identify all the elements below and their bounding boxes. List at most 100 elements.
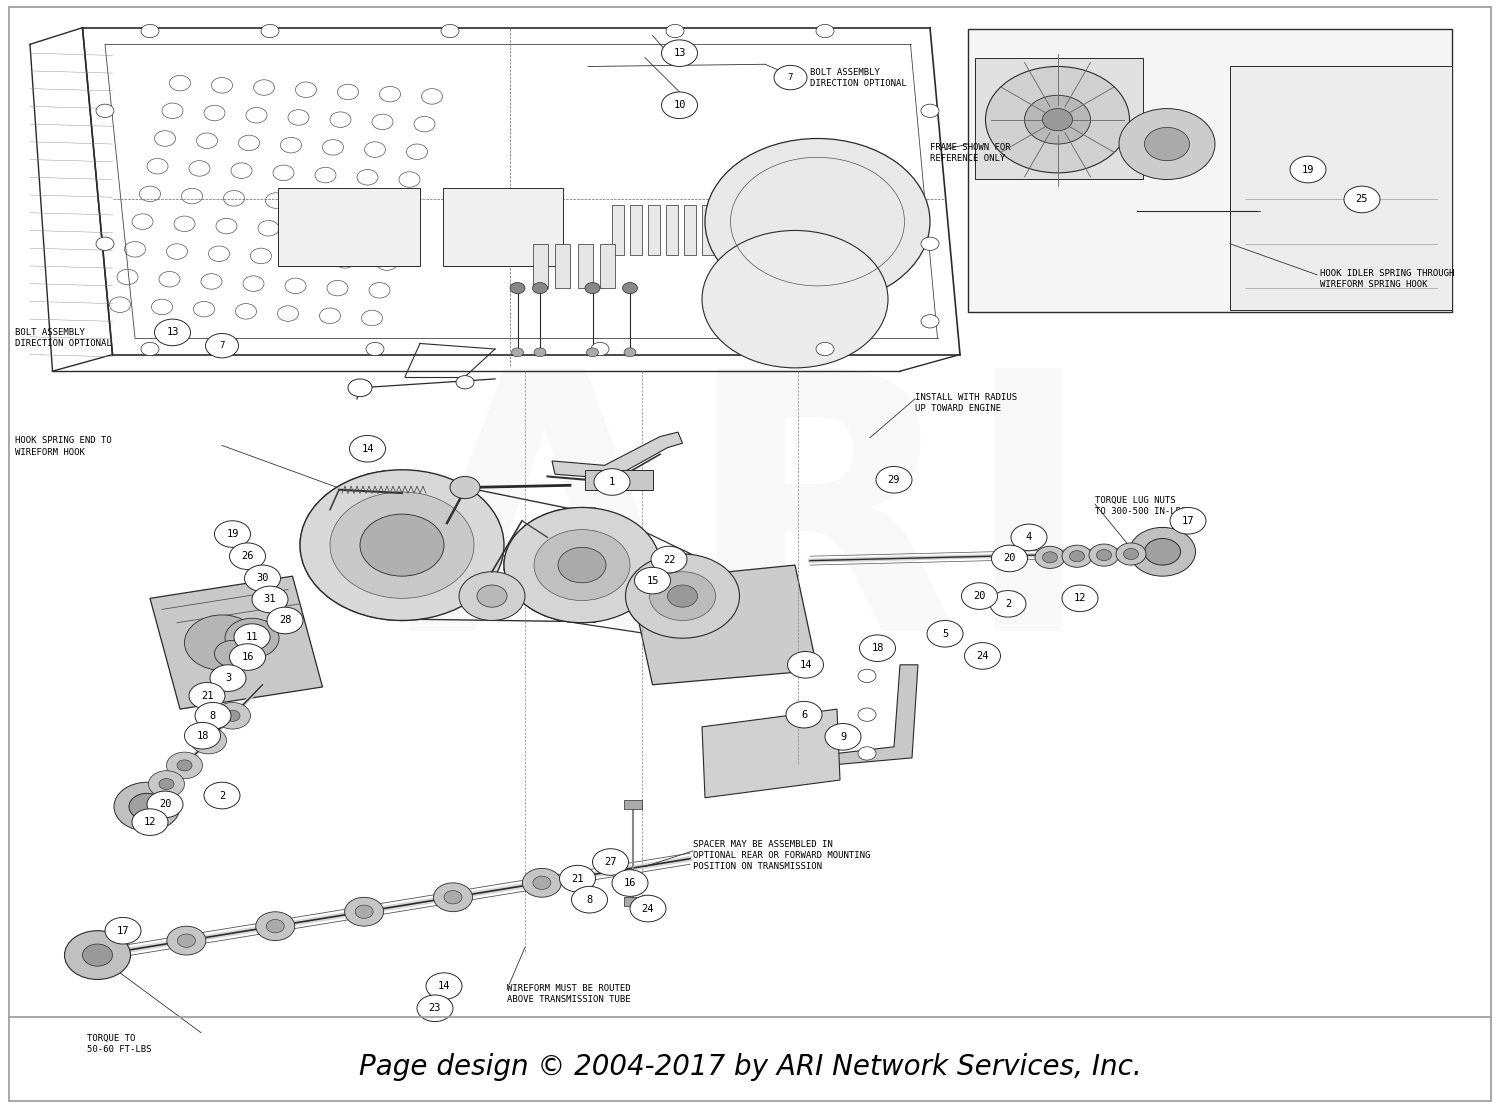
- Circle shape: [666, 24, 684, 38]
- Bar: [624, 897, 642, 906]
- Text: 31: 31: [264, 594, 276, 605]
- Polygon shape: [630, 565, 818, 685]
- Circle shape: [477, 585, 507, 607]
- Circle shape: [1070, 551, 1084, 562]
- Text: 2: 2: [219, 790, 225, 801]
- Circle shape: [592, 849, 628, 875]
- Circle shape: [1124, 548, 1138, 560]
- Text: 10: 10: [674, 100, 686, 111]
- Circle shape: [189, 683, 225, 709]
- Circle shape: [195, 702, 231, 729]
- Text: 11: 11: [246, 632, 258, 643]
- Circle shape: [774, 65, 807, 90]
- Circle shape: [214, 521, 250, 547]
- Circle shape: [147, 791, 183, 818]
- Circle shape: [927, 620, 963, 647]
- Polygon shape: [837, 665, 918, 765]
- Text: 21: 21: [201, 690, 213, 701]
- Circle shape: [626, 554, 740, 638]
- Bar: [600, 244, 615, 288]
- Text: 7: 7: [219, 341, 225, 350]
- Circle shape: [572, 886, 608, 913]
- Circle shape: [585, 283, 600, 294]
- Text: 19: 19: [226, 529, 238, 540]
- Text: 25: 25: [1356, 194, 1368, 205]
- Circle shape: [1062, 545, 1092, 567]
- Text: WIREFORM MUST BE ROUTED
ABOVE TRANSMISSION TUBE: WIREFORM MUST BE ROUTED ABOVE TRANSMISSI…: [507, 984, 630, 1004]
- Circle shape: [210, 665, 246, 691]
- Circle shape: [1042, 552, 1058, 563]
- Polygon shape: [150, 576, 322, 709]
- Text: 30: 30: [256, 573, 268, 584]
- Text: 20: 20: [1004, 553, 1016, 564]
- Circle shape: [858, 708, 876, 721]
- Text: 20: 20: [159, 799, 171, 810]
- Circle shape: [184, 722, 220, 749]
- Text: Page design © 2004-2017 by ARI Network Services, Inc.: Page design © 2004-2017 by ARI Network S…: [358, 1053, 1142, 1081]
- Circle shape: [858, 747, 876, 760]
- Circle shape: [624, 348, 636, 357]
- Circle shape: [532, 876, 550, 890]
- Circle shape: [225, 710, 240, 721]
- Bar: [555, 244, 570, 288]
- Circle shape: [990, 591, 1026, 617]
- Circle shape: [650, 572, 716, 620]
- Circle shape: [255, 912, 294, 941]
- Circle shape: [1035, 546, 1065, 568]
- Text: SPACER MAY BE ASSEMBLED IN
OPTIONAL REAR OR FORWARD MOUNTING
POSITION ON TRANSMI: SPACER MAY BE ASSEMBLED IN OPTIONAL REAR…: [693, 840, 870, 871]
- Circle shape: [962, 583, 998, 609]
- Circle shape: [345, 897, 384, 926]
- Circle shape: [190, 727, 226, 753]
- Text: 12: 12: [1074, 593, 1086, 604]
- Text: 16: 16: [624, 878, 636, 889]
- Circle shape: [252, 586, 288, 613]
- Text: TORQUE TO
50-60 FT-LBS: TORQUE TO 50-60 FT-LBS: [87, 1034, 152, 1054]
- Text: 3: 3: [225, 673, 231, 684]
- Circle shape: [986, 66, 1130, 173]
- Circle shape: [230, 543, 266, 570]
- Bar: [578, 244, 592, 288]
- Text: 14: 14: [362, 443, 374, 454]
- Circle shape: [702, 230, 888, 368]
- Circle shape: [662, 40, 698, 66]
- Circle shape: [532, 283, 548, 294]
- Circle shape: [204, 782, 240, 809]
- Circle shape: [859, 635, 895, 661]
- Circle shape: [132, 809, 168, 835]
- Circle shape: [586, 348, 598, 357]
- Bar: [968, 29, 1452, 312]
- Bar: [442, 188, 562, 266]
- Circle shape: [154, 319, 190, 346]
- Circle shape: [360, 514, 444, 576]
- Circle shape: [560, 865, 596, 892]
- Text: 6: 6: [801, 709, 807, 720]
- Text: 5: 5: [942, 628, 948, 639]
- Circle shape: [1130, 527, 1196, 576]
- Circle shape: [426, 973, 462, 999]
- Text: 13: 13: [166, 327, 178, 338]
- Circle shape: [634, 567, 670, 594]
- Bar: [1230, 66, 1452, 310]
- Circle shape: [512, 348, 524, 357]
- Circle shape: [129, 793, 165, 820]
- Circle shape: [267, 607, 303, 634]
- Text: 24: 24: [642, 903, 654, 914]
- Circle shape: [921, 315, 939, 328]
- Circle shape: [148, 771, 184, 798]
- Bar: [666, 205, 678, 255]
- Circle shape: [1344, 186, 1380, 213]
- Circle shape: [1119, 109, 1215, 179]
- Circle shape: [858, 669, 876, 683]
- Circle shape: [356, 905, 374, 919]
- Circle shape: [159, 779, 174, 790]
- Text: 9: 9: [840, 731, 846, 742]
- Text: 13: 13: [674, 48, 686, 59]
- Text: 8: 8: [210, 710, 216, 721]
- Text: 23: 23: [429, 1003, 441, 1014]
- Circle shape: [184, 615, 260, 670]
- Text: FRAME SHOWN FOR
REFERENCE ONLY: FRAME SHOWN FOR REFERENCE ONLY: [930, 143, 1011, 163]
- Circle shape: [214, 702, 250, 729]
- Circle shape: [350, 435, 386, 462]
- Circle shape: [921, 104, 939, 117]
- Circle shape: [522, 869, 561, 897]
